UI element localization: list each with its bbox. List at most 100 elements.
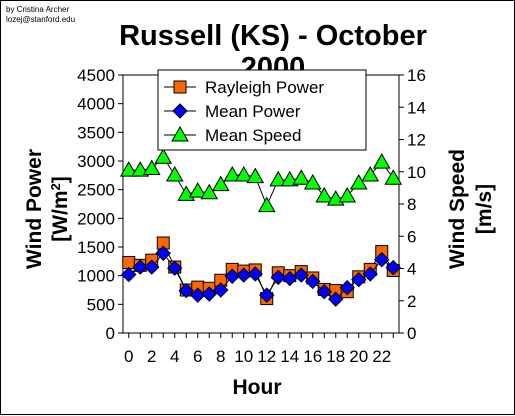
mean-speed-point	[361, 165, 380, 182]
left-axis-title-line1: Wind Power	[23, 149, 46, 269]
mean-power-point	[259, 287, 275, 303]
mean-speed-point	[338, 186, 357, 203]
mean-power-point	[144, 259, 160, 275]
right-tick-label: 0	[407, 324, 416, 343]
mean-speed-point	[280, 170, 299, 187]
legend-item-mean-power: Mean Power	[164, 102, 301, 121]
mean-power-point	[270, 269, 286, 286]
mean-power-point	[316, 284, 332, 300]
mean-power-point	[155, 245, 171, 262]
mean-power-point	[374, 251, 390, 268]
legend-label: Mean Power	[205, 102, 301, 121]
mean-power-point	[293, 267, 309, 283]
x-tick-label: 20	[349, 347, 368, 366]
left-axis-title-line2: [W/m2]	[48, 176, 73, 242]
legend-box	[157, 69, 367, 151]
x-tick-label: 2	[147, 347, 156, 366]
x-tick-label: 12	[257, 347, 276, 366]
mean-speed-point	[142, 159, 161, 176]
right-tick-label: 12	[407, 131, 426, 150]
left-tick-label: 3500	[77, 123, 115, 142]
x-tick-label: 22	[372, 347, 391, 366]
mean-speed-point	[269, 170, 288, 187]
mean-power-point	[167, 260, 183, 276]
series-mean-speed	[119, 148, 403, 213]
mean-speed-point	[257, 196, 276, 213]
right-tick-label: 16	[407, 66, 426, 85]
left-tick-label: 2500	[77, 181, 115, 200]
left-tick-label: 1000	[77, 267, 115, 286]
mean-speed-point	[165, 165, 184, 182]
mean-power-point	[121, 266, 137, 283]
mean-speed-point	[154, 148, 173, 164]
mean-speed-point	[188, 182, 207, 198]
mean-power-point	[385, 259, 401, 276]
right-axis-title-line2: [m/s]	[473, 184, 496, 234]
mean-power-point	[328, 291, 344, 307]
author-email: lozej@stanford.edu	[6, 15, 76, 24]
author-name: by Cristina Archer	[6, 5, 70, 14]
mean-power-point	[351, 271, 367, 288]
x-axis-title: Hour	[233, 376, 282, 399]
legend-marker	[171, 125, 189, 142]
mean-speed-point	[131, 161, 150, 177]
x-tick-label: 6	[193, 347, 202, 366]
legend-marker	[172, 103, 188, 119]
x-tick-label: 14	[280, 347, 299, 366]
mean-speed-point	[349, 174, 368, 190]
mean-power-point	[178, 282, 194, 299]
right-axis-title-line1: Wind Speed	[446, 149, 469, 269]
legend-item-mean-speed: Mean Speed	[164, 125, 301, 145]
left-tick-label: 1500	[77, 238, 115, 257]
mean-power-point	[282, 270, 298, 287]
mean-speed-point	[372, 153, 391, 169]
left-tick-label: 2000	[77, 209, 115, 228]
legend: Rayleigh Power Mean Power Mean Speed	[157, 69, 367, 151]
x-tick-label: 4	[170, 347, 179, 366]
mean-power-point	[305, 273, 321, 290]
mean-speed-point	[234, 165, 253, 182]
mean-power-point	[339, 279, 355, 296]
mean-speed-point	[246, 167, 265, 184]
series-layer	[119, 148, 403, 307]
mean-power-point	[201, 286, 217, 302]
mean-power-point	[247, 266, 263, 282]
left-y-axis: 0 500 1000 1500 2000 2500 3000 3500 4000 4500	[77, 66, 123, 343]
x-tick-label: 10	[234, 347, 253, 366]
right-tick-label: 10	[407, 163, 426, 182]
mean-power-point	[224, 268, 240, 284]
mean-speed-point	[119, 161, 138, 177]
right-tick-label: 14	[407, 98, 426, 117]
x-tick-label: 0	[124, 347, 133, 366]
mean-power-point	[213, 282, 229, 298]
left-tick-label: 4500	[77, 66, 115, 85]
series-mean-power	[121, 245, 401, 307]
right-tick-label: 6	[407, 227, 416, 246]
legend-item-rayleigh-power: Rayleigh Power	[164, 78, 324, 97]
left-tick-label: 3000	[77, 152, 115, 171]
mean-speed-point	[303, 174, 322, 190]
chart-title: Russell (KS) - October	[119, 20, 427, 52]
mean-power-point	[362, 266, 378, 282]
x-tick-label: 8	[216, 347, 225, 366]
right-y-axis: 0 2 4 6 8 10 12 14 16	[399, 66, 426, 343]
legend-label: Rayleigh Power	[205, 78, 324, 97]
legend-label: Mean Speed	[205, 126, 301, 145]
left-tick-label: 0	[106, 324, 115, 343]
author-credit: by Cristina Archer lozej@stanford.edu	[6, 5, 75, 25]
mean-power-point	[236, 267, 252, 283]
mean-speed-point	[384, 169, 403, 185]
legend-marker	[173, 80, 187, 94]
mean-speed-point	[223, 165, 242, 182]
right-tick-label: 2	[407, 292, 416, 311]
x-tick-label: 18	[326, 347, 345, 366]
x-tick-label: 16	[303, 347, 322, 366]
x-axis: 0 2 4 6 8 10 12 14 16 18 20 22	[124, 333, 394, 366]
left-tick-label: 4000	[77, 95, 115, 114]
mean-speed-point	[292, 169, 311, 185]
mean-power-point	[132, 259, 148, 275]
right-tick-label: 8	[407, 195, 416, 214]
mean-power-point	[190, 287, 206, 303]
